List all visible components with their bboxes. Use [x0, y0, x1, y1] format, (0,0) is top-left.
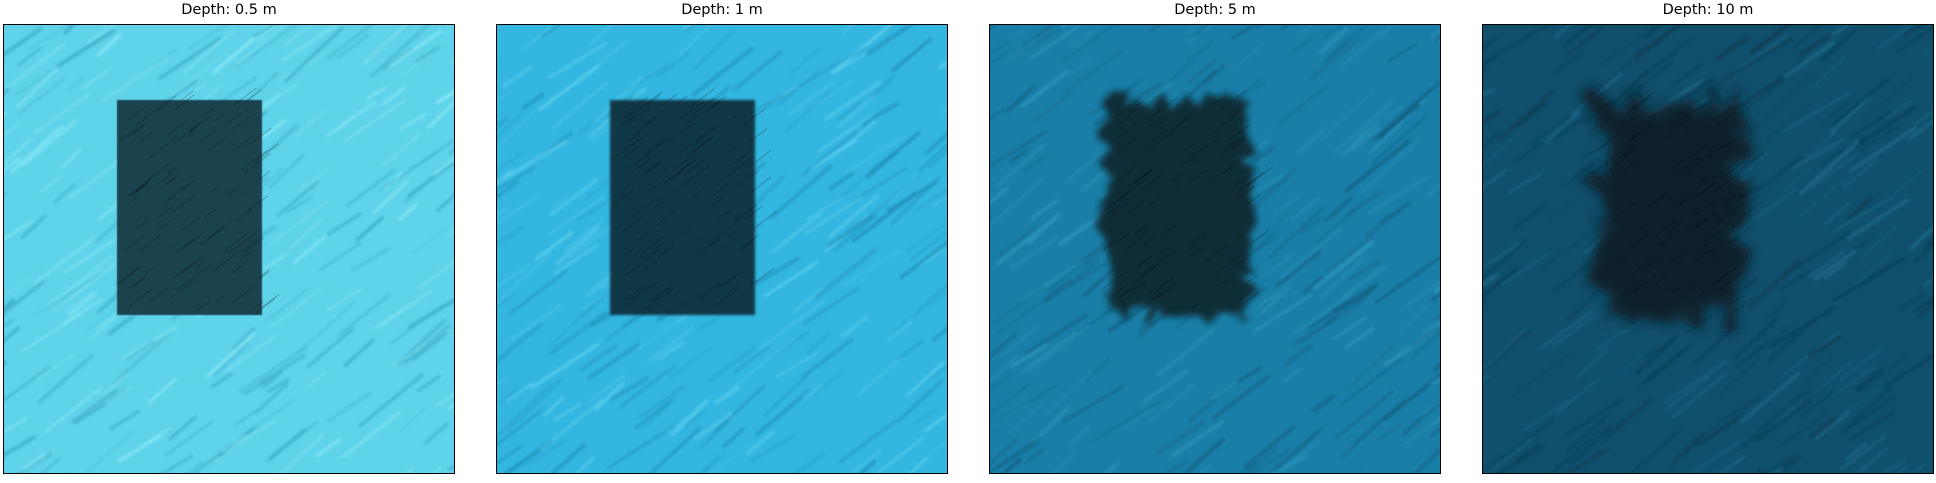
seafloor-image: [1483, 25, 1933, 473]
block-surface-texture: [116, 87, 280, 316]
dark-rectangular-block: [610, 100, 755, 315]
sand-ripple-texture: [4, 25, 454, 473]
panel-title: Depth: 10 m: [1662, 2, 1754, 18]
block-surface-texture: [610, 88, 777, 309]
panel-depth-0-5: Depth: 0.5 m: [3, 0, 455, 483]
panel-title: Depth: 1 m: [681, 2, 763, 18]
panel-depth-10: Depth: 10 m: [1482, 0, 1934, 483]
panel-image: [1482, 24, 1934, 474]
panel-title: Depth: 5 m: [1174, 2, 1256, 18]
dark-rectangular-block: [1579, 82, 1759, 333]
seafloor-image: [990, 25, 1440, 473]
dark-rectangular-block: [1093, 90, 1258, 325]
dark-rectangular-block: [117, 100, 262, 315]
panel-image: [989, 24, 1441, 474]
panel-depth-5: Depth: 5 m: [989, 0, 1441, 483]
panel-title: Depth: 0.5 m: [181, 2, 277, 18]
block-surface-texture: [1103, 89, 1274, 309]
seafloor-image: [497, 25, 947, 473]
seafloor-image: [4, 25, 454, 473]
panel-depth-1: Depth: 1 m: [496, 0, 948, 483]
block-surface-texture: [1596, 92, 1765, 312]
panel-image: [496, 24, 948, 474]
sand-ripple-texture: [990, 25, 1440, 473]
panel-image: [3, 24, 455, 474]
